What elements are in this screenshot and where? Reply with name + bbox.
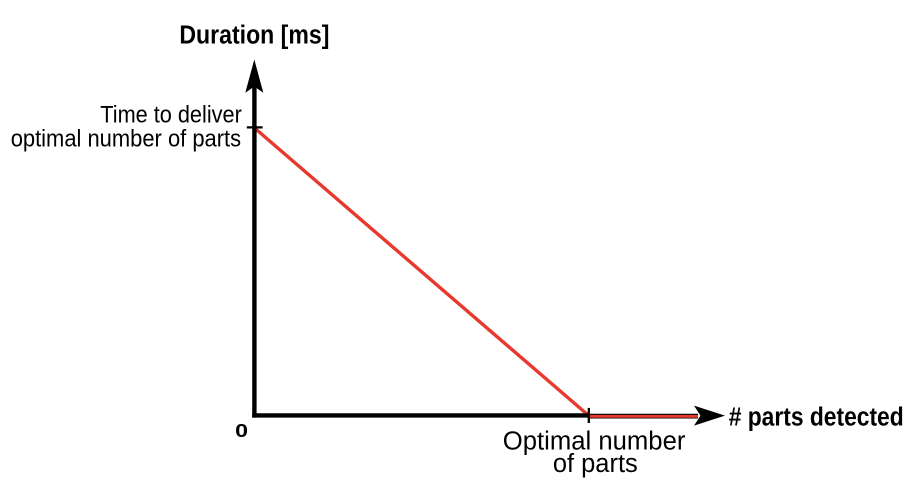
svg-text:of parts: of parts — [553, 450, 638, 478]
svg-text:optimal number of parts: optimal number of parts — [11, 125, 241, 152]
svg-text:Optimal number: Optimal number — [503, 427, 686, 455]
svg-text:Duration [ms]: Duration [ms] — [179, 22, 329, 50]
svg-text:0: 0 — [235, 420, 248, 441]
svg-text:Time to deliver: Time to deliver — [100, 101, 242, 128]
svg-text:# parts detected: # parts detected — [729, 403, 904, 431]
